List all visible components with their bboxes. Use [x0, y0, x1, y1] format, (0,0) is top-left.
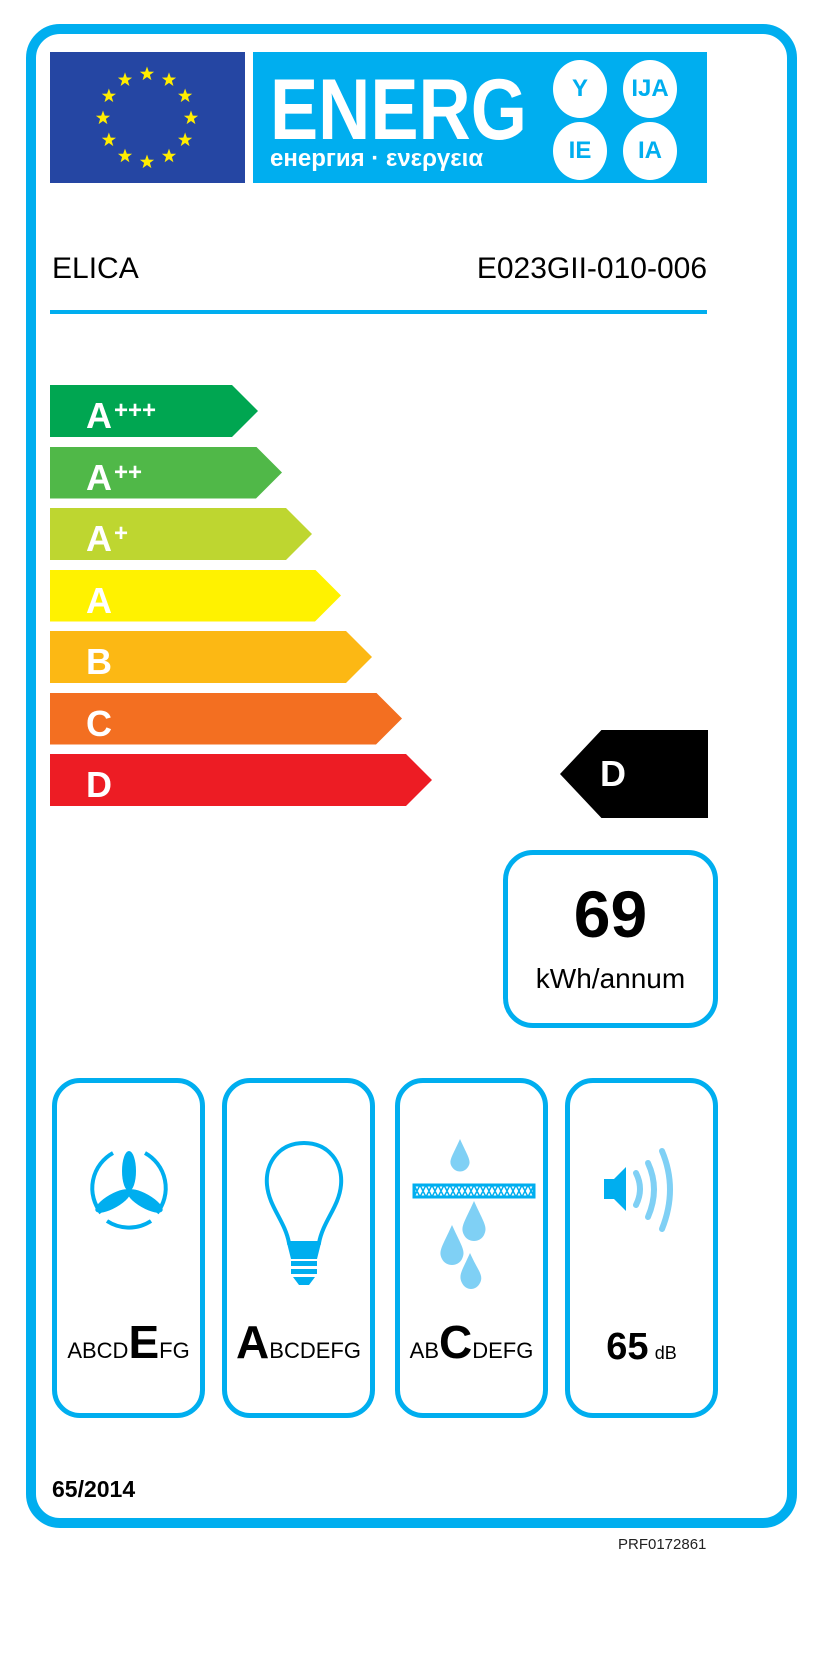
star-icon: [95, 110, 111, 125]
lighting-box: ABCDEFG: [222, 1078, 375, 1418]
noise-value: 65 dB: [606, 1326, 677, 1368]
fluid-dynamic-box: ABCDEFG: [52, 1078, 205, 1418]
model-id: E023GII-010-006: [476, 252, 707, 285]
consumption-unit: kWh/annum: [535, 963, 686, 994]
star-icon: [139, 154, 155, 169]
star-icon: [117, 72, 133, 86]
lighting-scale: ABCDEFG: [236, 1316, 361, 1368]
regulation-number: 65/2014: [52, 1476, 136, 1502]
energy-header: ENERG енергия · ενεργεια Y IJA IE IA: [253, 52, 707, 183]
speaker-icon: [604, 1148, 673, 1232]
energy-class-bar: A++: [50, 447, 282, 499]
noise-box: 65 dB: [565, 1078, 718, 1418]
supplier-name: ELICA: [52, 252, 139, 285]
energy-class-bar: A+++: [50, 385, 258, 437]
star-icon: [161, 148, 177, 163]
grease-filter-icon: [412, 1139, 536, 1289]
fluid-dynamic-scale: ABCDEFG: [67, 1316, 190, 1368]
energy-class-bar: D: [50, 754, 432, 806]
energy-subtitle: енергия · ενεργεια: [270, 145, 484, 172]
lang-circle: Y: [553, 60, 607, 118]
grease-filtering-scale: ABCDEFG: [409, 1316, 534, 1368]
consumption-box: 69 kWh/annum: [503, 850, 718, 1028]
energy-word: ENERG: [270, 62, 527, 158]
eu-flag-icon: [50, 52, 245, 183]
light-bulb-icon: [264, 1140, 344, 1285]
star-icon: [178, 88, 193, 103]
lang-circle: IE: [553, 122, 607, 180]
consumption-value: 69: [573, 877, 648, 951]
energy-class-bar: A+: [50, 508, 312, 560]
star-icon: [117, 148, 133, 163]
label-frame: [26, 24, 797, 1528]
fan-icon: [90, 1151, 168, 1230]
star-icon: [183, 110, 199, 125]
lang-circle: IJA: [623, 60, 677, 118]
grease-filtering-box: ABCDEFG: [395, 1078, 548, 1418]
divider: [50, 310, 707, 314]
lang-circle: IA: [623, 122, 677, 180]
star-icon: [101, 88, 116, 103]
star-icon: [178, 132, 193, 147]
energy-class-bar: C: [50, 693, 402, 745]
energy-class-bar: B: [50, 631, 372, 683]
star-icon: [139, 66, 155, 81]
energy-class-bar: A: [50, 570, 341, 622]
product-code: PRF0172861: [618, 1536, 707, 1553]
star-icon: [161, 72, 177, 86]
star-icon: [101, 132, 116, 147]
